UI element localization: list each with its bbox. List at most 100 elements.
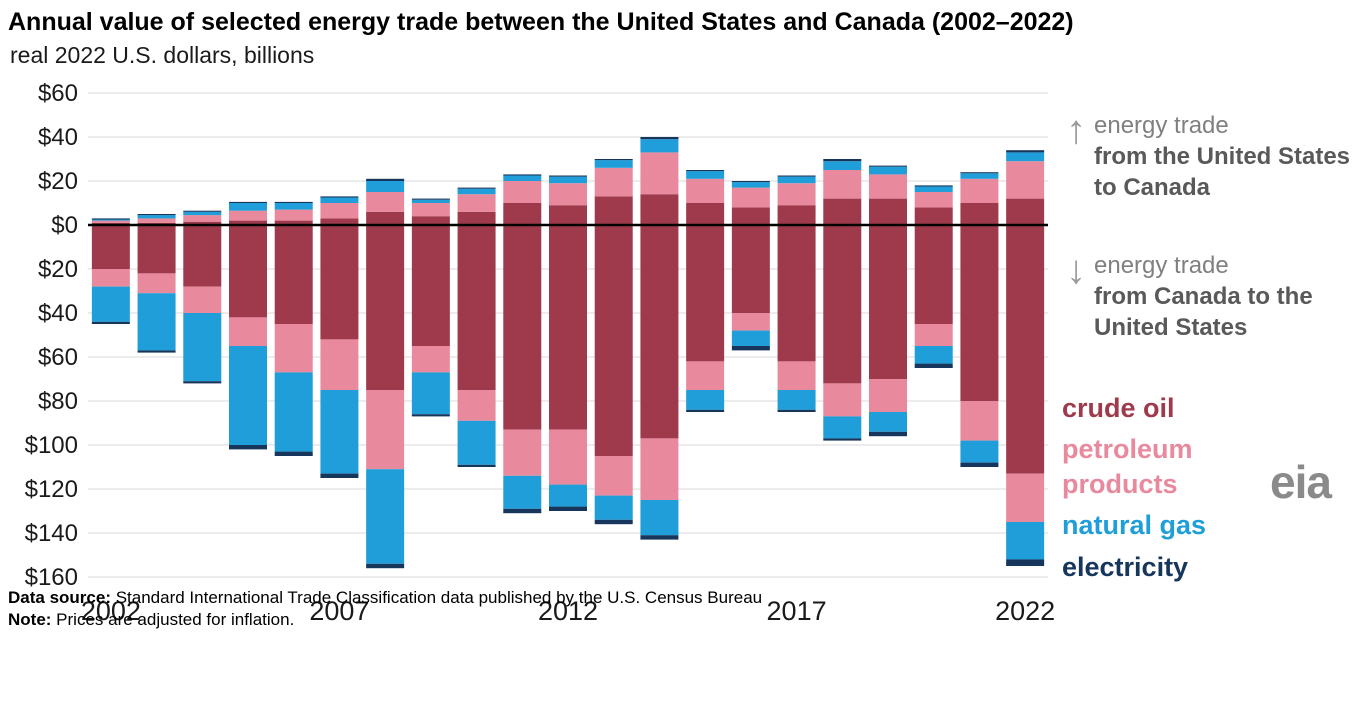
bar-segment-below	[1006, 522, 1045, 560]
bar-segment-above	[823, 198, 862, 225]
bar-segment-below	[183, 225, 222, 287]
bar-segment-above	[823, 161, 862, 170]
bar-segment-above	[137, 215, 176, 219]
bar-segment-below	[137, 293, 176, 351]
bar-segment-below	[549, 506, 587, 511]
bar-segment-above	[229, 201, 267, 203]
bar-segment-below	[457, 225, 496, 390]
bar-segment-above	[960, 172, 999, 174]
eia-logo: eia	[1270, 456, 1332, 508]
bar-segment-below	[91, 225, 130, 269]
bar-segment-above	[137, 218, 176, 223]
bar-segment-below	[457, 420, 496, 465]
bar-segment-below	[731, 313, 770, 331]
y-tick-label: $80	[38, 388, 78, 415]
bar-segment-above	[320, 203, 359, 219]
y-tick-label: $120	[25, 476, 78, 503]
bar-segment-below	[274, 225, 313, 324]
trade-chart-svg: $60$40$20$0$20$40$60$80$100$120$140$1602…	[25, 80, 1056, 626]
bar-segment-below	[686, 390, 725, 410]
bar-segment-above	[274, 201, 313, 203]
bar-segment-above	[183, 211, 222, 216]
bar-segment-below	[869, 412, 907, 432]
bar-segment-below	[1006, 559, 1045, 566]
logo-row: eia	[1270, 455, 1332, 509]
footer-note-label: Note:	[8, 610, 52, 629]
bar-segment-above	[869, 165, 907, 167]
bar-segment-below	[274, 372, 313, 452]
bar-segment-above	[823, 159, 862, 162]
bar-segment-above	[960, 203, 999, 225]
legend-item-crude-oil: crude oil	[1062, 393, 1175, 424]
footer-source: Data source: Standard International Trad…	[8, 588, 762, 608]
bar-segment-below	[594, 519, 633, 525]
bar-segment-below	[366, 390, 405, 470]
bar-segment-above	[1006, 198, 1045, 225]
bar-segment-above	[183, 221, 222, 225]
legend-item-petroleum-products: petroleum products	[1062, 434, 1193, 500]
bar-segment-below	[777, 409, 816, 412]
below-annotation-text: energy trade from Canada to the United S…	[1094, 250, 1358, 344]
bar-segment-above	[137, 214, 176, 216]
y-tick-label: $60	[38, 80, 78, 107]
chart-area: $60 $40 $20 $0 $20 $40 $60 $80 $100 $120 $140 $160 2…	[0, 80, 1060, 640]
bar-segment-above	[731, 181, 770, 183]
bar-segment-below	[183, 313, 222, 382]
bar-segment-above	[229, 220, 267, 225]
bar-segment-above	[366, 181, 405, 192]
bar-segment-above	[869, 174, 907, 199]
bar-segment-above	[366, 178, 405, 181]
bar-segment-above	[91, 218, 130, 220]
chart-title: Annual value of selected energy trade be…	[8, 8, 1074, 36]
x-tick-label: 2007	[309, 596, 369, 626]
bar-segment-above	[1006, 152, 1045, 162]
chart-subtitle: real 2022 U.S. dollars, billions	[10, 42, 315, 68]
bar-segment-above	[411, 198, 450, 200]
bar-segment-below	[411, 372, 450, 415]
bar-segment-above	[640, 137, 679, 140]
bar-segment-below	[366, 225, 405, 390]
bar-segment-below	[594, 495, 633, 520]
bar-segment-below	[640, 225, 679, 439]
footer-note-text: Prices are adjusted for inflation.	[51, 610, 295, 629]
right-panel: ↑ energy trade from the United States to…	[1062, 110, 1358, 591]
bar-segment-above	[914, 185, 953, 187]
bar-segment-below	[960, 401, 999, 441]
bar-segment-above	[503, 175, 542, 181]
x-tick-label: 2012	[538, 596, 598, 626]
y-tick-label: $160	[25, 564, 78, 591]
bar-segment-below	[137, 273, 176, 294]
bar-segment-above	[274, 209, 313, 221]
bar-segment-below	[823, 416, 862, 439]
bar-segment-below	[914, 324, 953, 346]
bar-segment-below	[640, 438, 679, 500]
bar-segment-below	[549, 225, 587, 430]
bar-segment-above	[686, 178, 725, 203]
bar-segment-below	[640, 500, 679, 536]
bar-segment-below	[91, 286, 130, 322]
bar-segment-above	[549, 175, 587, 177]
bar-segment-below	[869, 225, 907, 379]
bar-segment-below	[320, 339, 359, 390]
up-arrow-icon: ↑	[1066, 108, 1086, 152]
legend-item-electricity: electricity	[1062, 551, 1189, 582]
bar-segment-above	[320, 196, 359, 198]
bar-segment-above	[274, 220, 313, 225]
bar-segment-below	[320, 473, 359, 478]
bar-segment-below	[731, 330, 770, 346]
bar-segment-below	[1006, 225, 1045, 474]
bar-segment-below	[91, 269, 130, 287]
bar-segment-above	[777, 176, 816, 184]
bar-segment-above	[457, 187, 496, 189]
bar-segment-below	[229, 445, 267, 450]
bar-segment-below	[594, 456, 633, 496]
bar-segment-below	[91, 321, 130, 324]
bar-segment-below	[823, 225, 862, 384]
y-tick-label: $40	[38, 300, 78, 327]
footer-source-text: Standard International Trade Classificat…	[110, 588, 763, 607]
bar-segment-below	[137, 350, 176, 353]
bar-segment-above	[549, 183, 587, 206]
bar-segment-above	[731, 187, 770, 208]
bar-segment-below	[457, 464, 496, 467]
